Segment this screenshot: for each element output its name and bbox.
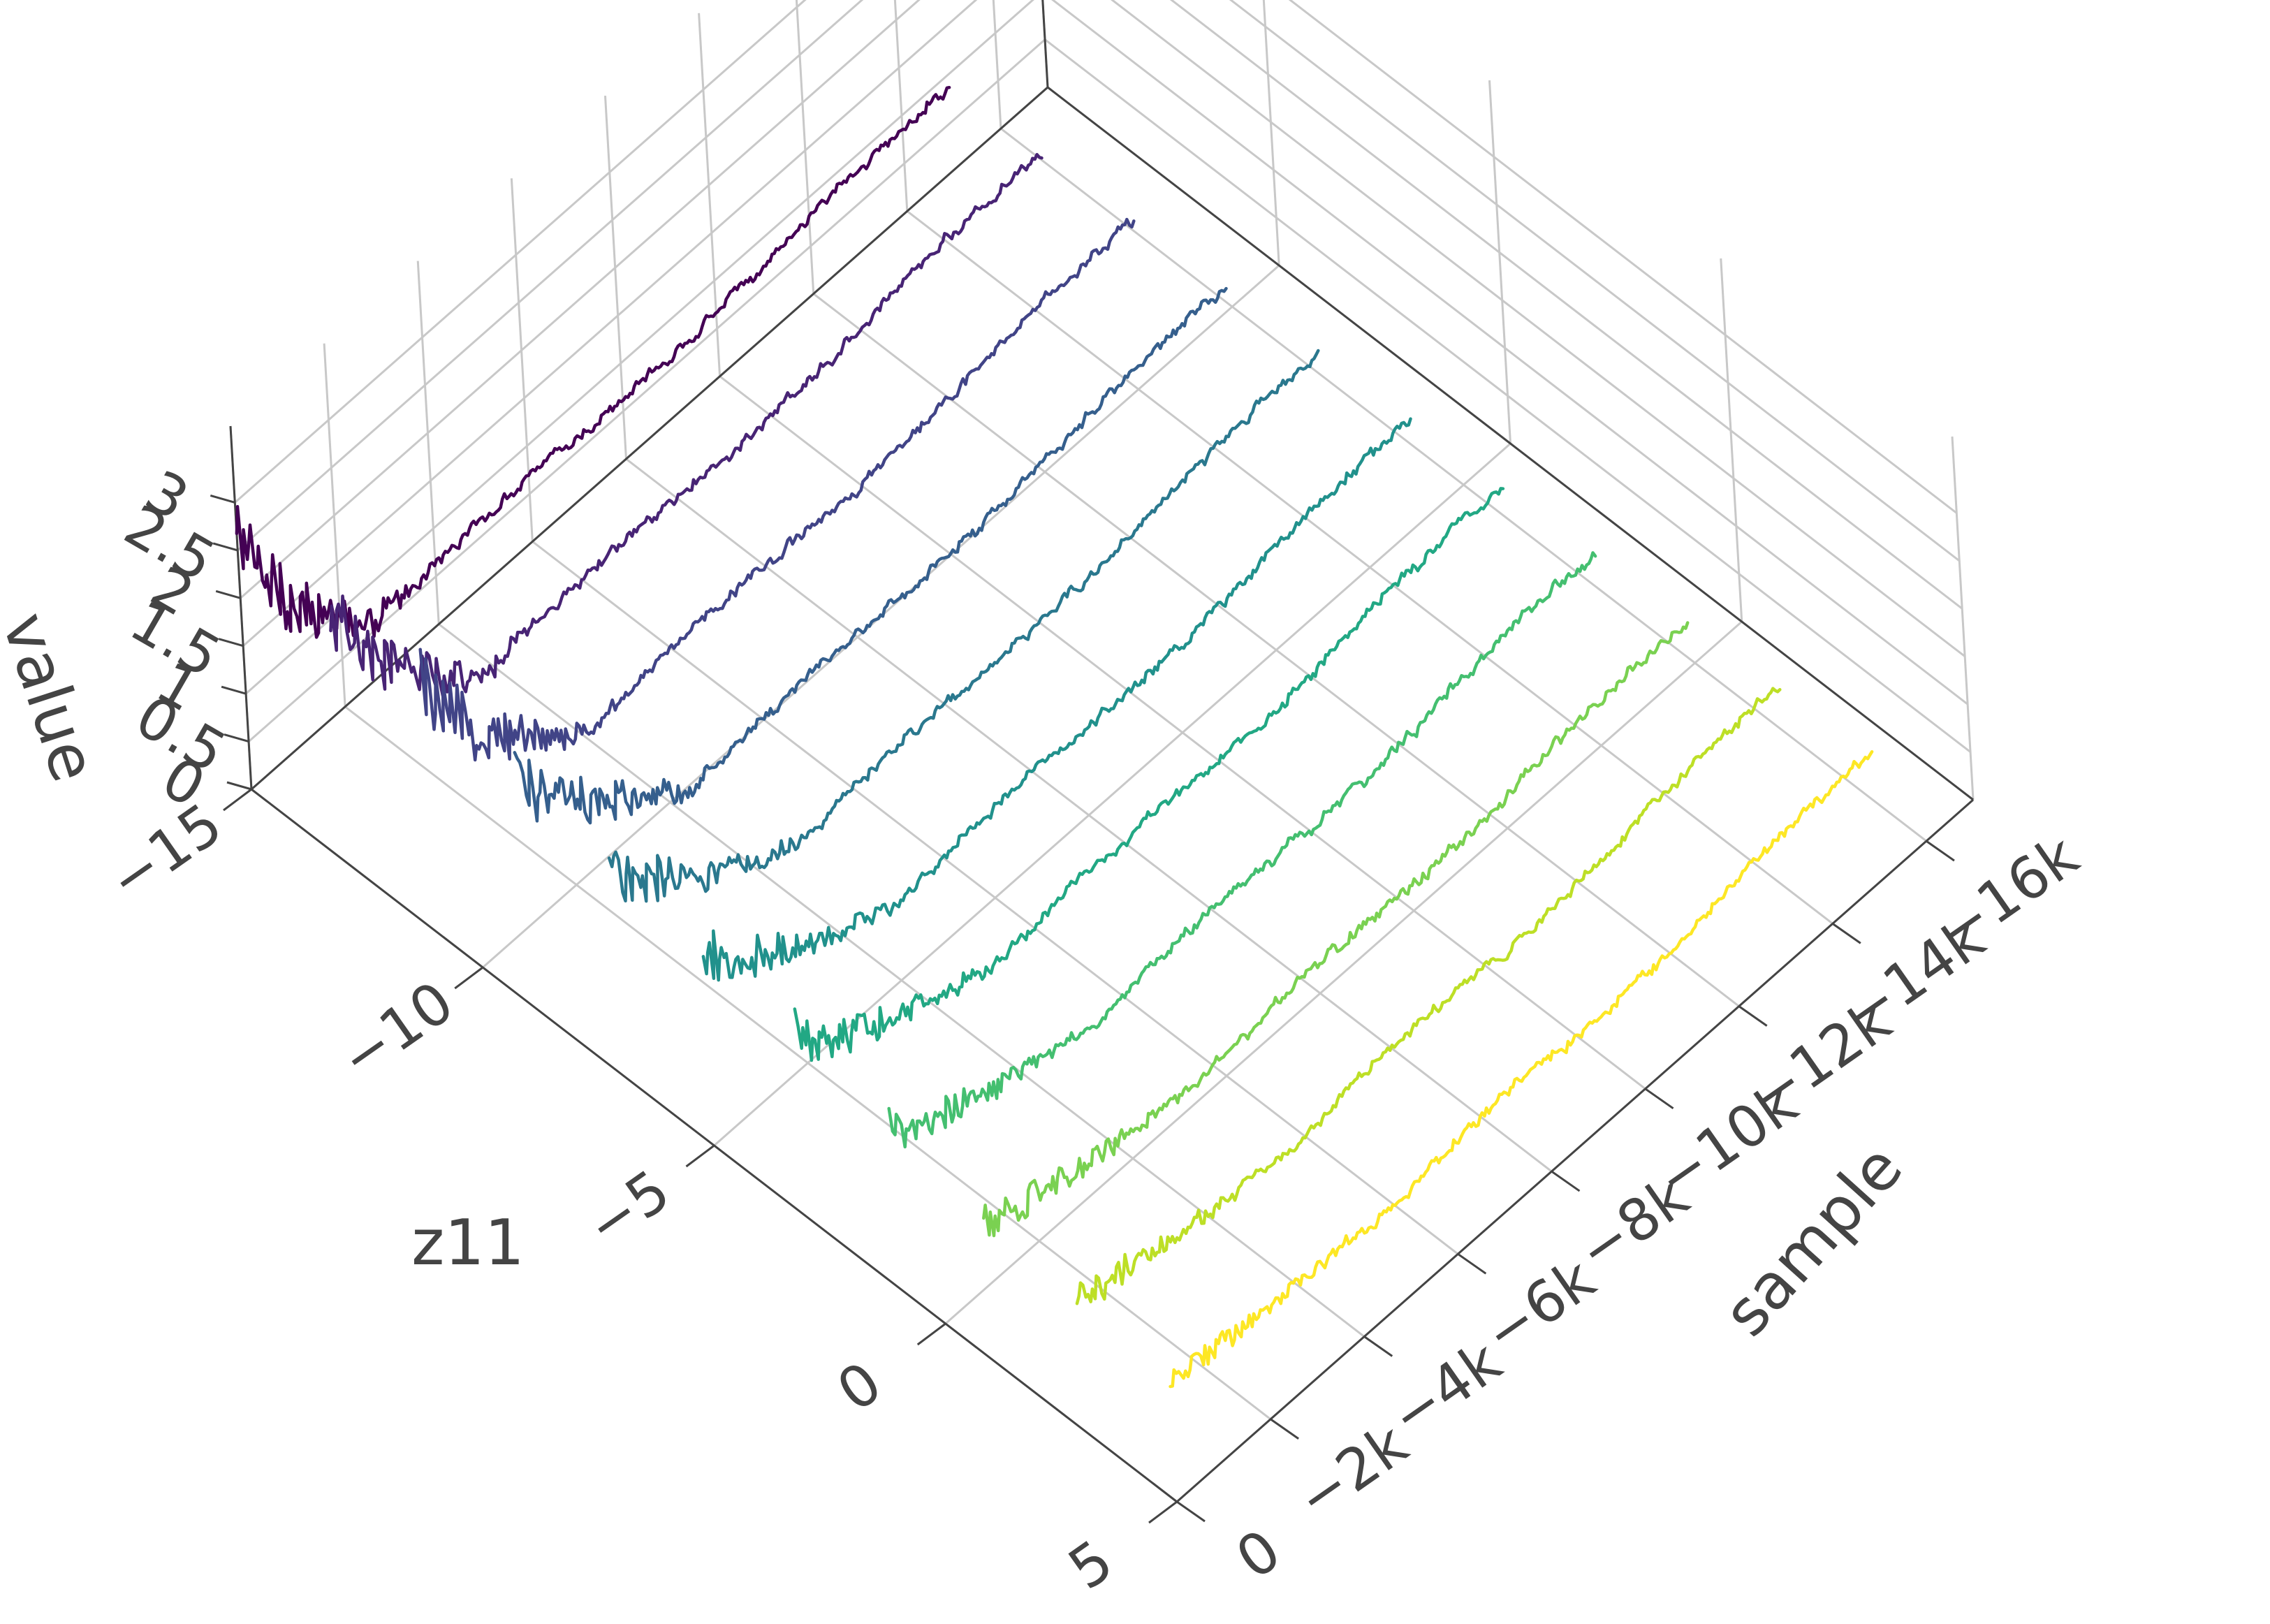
value-axis-line <box>229 425 253 790</box>
side-wall-grid-z11-4 <box>1951 436 1975 800</box>
series-line-z11--11 <box>418 217 1136 762</box>
axis-layer <box>210 0 1974 1524</box>
z11-tick-mark-4 <box>1148 1500 1178 1524</box>
value-axis-title: value <box>0 604 110 790</box>
back-wall-grid-sample-3 <box>510 178 534 542</box>
back-wall-grid-sample-4 <box>603 95 627 460</box>
side-wall-grid-z11-1 <box>1262 0 1280 266</box>
sample-tick-mark-0 <box>1176 1500 1206 1523</box>
value-tick-mark-1 <box>224 733 249 743</box>
sample-tick-mark-6 <box>1738 1005 1768 1027</box>
side-wall-grid-value-1 <box>1044 38 1971 753</box>
z11-tick-label-2: −5 <box>575 1157 682 1260</box>
value-tick-mark-2 <box>221 685 247 695</box>
back-wall-grid-sample-6 <box>795 0 815 294</box>
z11-tick-label-1: −10 <box>328 969 465 1092</box>
sample-tick-label-2: −4k <box>1379 1329 1514 1451</box>
sample-tick-mark-3 <box>1457 1253 1487 1275</box>
back-wall-grid-value-6 <box>234 0 807 504</box>
series-line-z11-5 <box>1169 749 1874 1389</box>
series-line-z11--15 <box>235 85 951 639</box>
z11-tick-mark-0 <box>223 788 252 812</box>
z11-tick-mark-2 <box>685 1144 715 1168</box>
sample-tick-mark-4 <box>1551 1170 1581 1192</box>
side-wall-grid-value-5 <box>1229 0 1961 562</box>
label-layer: 0−2k−4k−6k−8k−10k−12k−14k−16k−15−10−5050… <box>0 458 2090 1603</box>
value-tick-mark-0 <box>226 781 252 791</box>
sample-tick-mark-1 <box>1270 1418 1299 1440</box>
back-wall-grid-sample-1 <box>323 343 346 707</box>
side-wall-grid-value-4 <box>1169 0 1963 610</box>
back-wall-grid-value-2 <box>245 0 1034 695</box>
side-wall-grid-value-6 <box>1288 0 1958 514</box>
value-tick-mark-4 <box>215 590 241 599</box>
series-line-z11--3 <box>793 487 1505 1062</box>
series-line-z11-1 <box>982 621 1690 1238</box>
back-wall-grid-sample-8 <box>992 0 1002 129</box>
back-corner-edge <box>1041 0 1049 88</box>
z11-tick-mark-3 <box>916 1322 946 1346</box>
series-line-z11--13 <box>329 152 1044 698</box>
side-wall-grid-value-2 <box>1051 0 1969 705</box>
series-line-z11-3 <box>1075 687 1782 1305</box>
value-tick-mark-6 <box>210 495 235 504</box>
sample-tick-label-0: 0 <box>1224 1517 1292 1593</box>
side-wall-grid-z11-2 <box>1488 80 1511 444</box>
back-wall-grid-sample-7 <box>893 0 909 212</box>
z11-tick-mark-1 <box>454 966 484 990</box>
back-floor-edge <box>251 86 1048 791</box>
z11-tick-label-4: 5 <box>1057 1528 1125 1603</box>
sample-tick-mark-7 <box>1831 923 1861 944</box>
sample-tick-label-8: −16k <box>1926 823 2090 966</box>
sample-axis-line <box>1176 798 1974 1503</box>
sample-tick-label-3: −6k <box>1472 1246 1607 1368</box>
sample-tick-mark-8 <box>1926 840 1955 862</box>
back-wall-grid-sample-5 <box>698 13 722 376</box>
back-wall-grid-value-3 <box>242 0 978 647</box>
series-line-z11--1 <box>887 551 1597 1149</box>
series-line-z11--9 <box>513 286 1228 825</box>
back-wall-grid-value-4 <box>240 0 921 599</box>
side-wall-grid-value-3 <box>1110 0 1966 657</box>
floor-grid-z11-3 <box>944 620 1743 1325</box>
side-floor-edge <box>1047 86 1974 801</box>
sample-tick-label-1: −2k <box>1285 1411 1420 1533</box>
z11-tick-label-3: 0 <box>826 1349 893 1425</box>
back-wall-grid-value-5 <box>237 0 864 552</box>
series-line-z11--5 <box>701 417 1412 982</box>
series-line-z11--7 <box>607 349 1320 903</box>
z11-axis-title: z11 <box>411 1206 525 1280</box>
value-tick-mark-3 <box>218 638 244 648</box>
value-tick-mark-5 <box>212 542 238 552</box>
sample-tick-mark-5 <box>1644 1088 1674 1110</box>
sample-tick-mark-2 <box>1363 1336 1393 1357</box>
series-layer <box>235 85 1874 1389</box>
side-wall-grid-z11-3 <box>1720 258 1743 622</box>
